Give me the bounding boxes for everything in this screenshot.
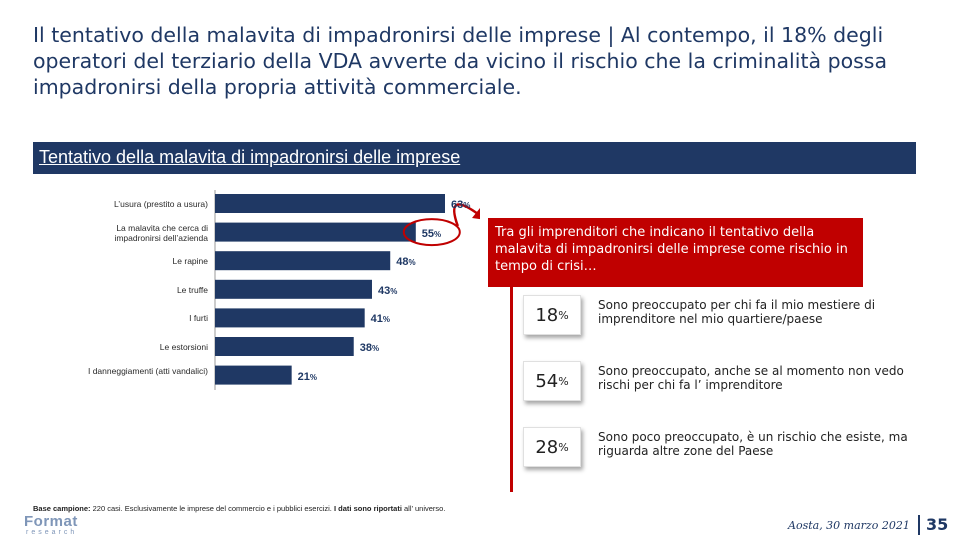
arrow-head [472,208,480,220]
footer-note: Base campione: 220 casi. Esclusivamente … [33,504,445,513]
value-percent-sign: % [463,201,471,210]
format-logo-sub: research [26,529,78,536]
stat-box-3: 28% [523,427,581,467]
category-label: Le estorsioni [159,342,208,352]
banner-title: Tentativo della malavita di impadronirsi… [39,147,461,167]
value-percent-sign: % [408,258,416,268]
bar [215,194,445,213]
bar [215,337,354,356]
page-number: 35 [926,515,949,534]
value-percent-sign: % [371,344,380,353]
slide-date: Aosta, 30 marzo 2021 [788,519,910,532]
category-label: La malavita che cerca di impadronirsi de… [114,222,208,243]
bar [215,279,372,299]
bar [215,308,365,328]
chart-svg [214,190,480,390]
footer-divider [918,515,920,535]
page-title: Il tentativo della malavita di impadroni… [33,23,888,99]
stat-percent-sign: % [558,440,569,454]
category-label: L’usura (prestito a usura) [113,199,208,209]
value-label: 21% [297,370,318,383]
value-label: 43% [377,284,398,297]
value-label: 63% [451,199,471,211]
value-label: 41% [370,313,391,326]
format-logo: Format [24,513,78,530]
highlight-arrow [453,203,479,227]
value-percent-sign: % [382,315,391,325]
callout-box: Tra gli imprenditori che indicano il ten… [488,218,863,287]
footer-base-text: 220 casi. Esclusivamente le imprese del … [92,504,332,513]
category-label: Le truffe [176,284,208,295]
category-label: I furti [189,313,208,324]
callout-text: Tra gli imprenditori che indicano il ten… [495,225,848,274]
bar [215,365,292,385]
value-percent-sign: % [390,286,398,296]
value-percent-sign: % [309,372,318,382]
category-label: Le rapine [172,256,208,267]
stat-description-3: Sono poco preoccupato, è un rischio che … [598,430,908,458]
stat-value: 54 [535,370,559,392]
stat-description-2: Sono preoccupato, anche se al momento no… [598,364,904,392]
stat-box-1: 18% [523,295,581,335]
stat-value: 28 [535,436,559,458]
section-banner: Tentativo della malavita di impadronirsi… [33,142,916,174]
value-label: 48% [396,256,416,269]
highlight-ellipse [402,218,461,247]
bar [215,251,391,271]
stat-value: 18 [535,304,559,326]
stat-box-2: 54% [523,361,581,401]
footer-base-label: Base campione: [33,504,91,513]
stat-description-1: Sono preoccupato per chi fa il mio mesti… [598,298,876,326]
value-label: 55% [421,227,442,240]
value-percent-sign: % [434,229,442,239]
callout-connector-line [510,287,513,492]
stat-percent-sign: % [558,308,569,322]
footer-tail: all’ universo. [404,504,446,513]
value-label: 38% [359,342,380,354]
stat-percent-sign: % [558,374,569,388]
footer-bold-text: I dati sono riportati [333,504,402,513]
bar [215,222,416,242]
category-label: I danneggiamenti (atti vandalici) [87,365,208,376]
